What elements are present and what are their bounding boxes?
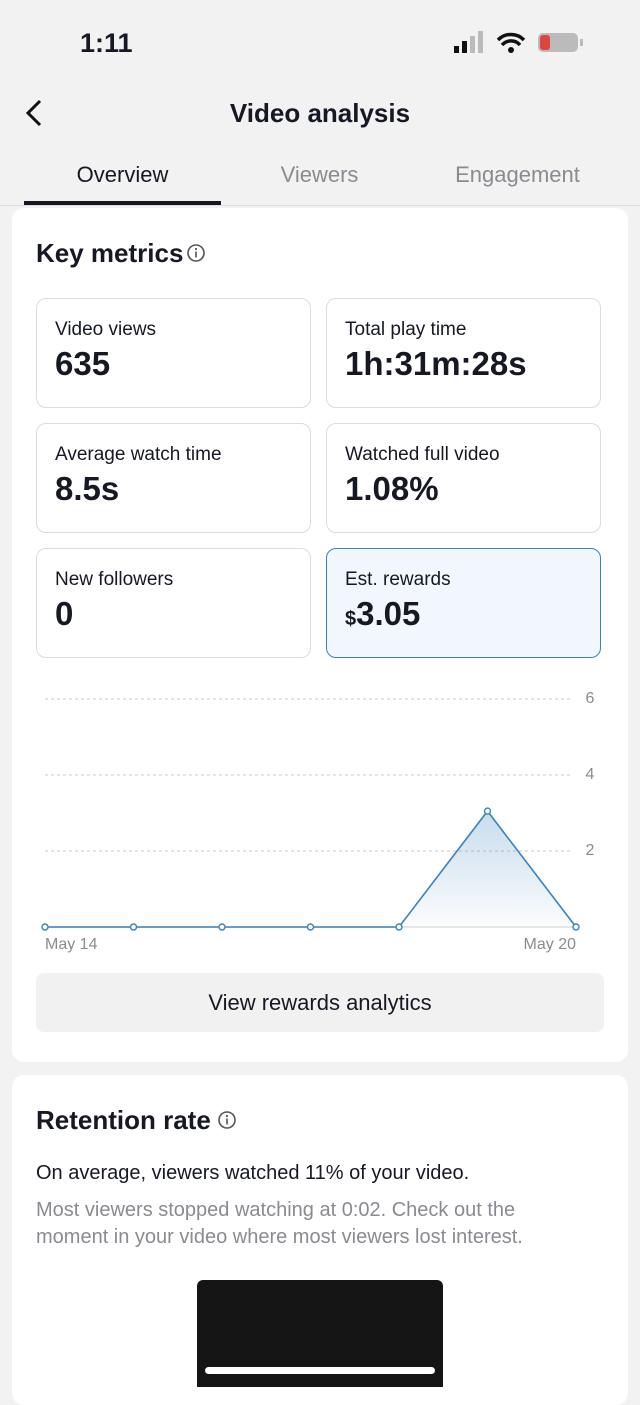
metric-value: 0	[55, 595, 73, 633]
metric-card[interactable]: Est. rewards $3.05	[326, 548, 601, 658]
value: 8.5s	[55, 470, 120, 507]
metric-label: Video views	[55, 319, 157, 340]
value: 1.08%	[345, 470, 439, 507]
section-title: Key metrics	[36, 238, 184, 268]
section-title: Retention rate	[36, 1105, 211, 1135]
divider	[0, 205, 640, 206]
metric-value: 8.5s	[55, 470, 119, 508]
metric-value: 635	[55, 345, 110, 383]
x-tick-label: May 20	[524, 936, 577, 953]
point	[395, 923, 403, 931]
retention-summary: On average, viewers watched 11% of your …	[36, 1162, 470, 1184]
x-tick-label: May 14	[45, 936, 98, 953]
metric-card[interactable]: Average watch time 8.5s	[36, 423, 311, 533]
area	[45, 811, 576, 927]
value: 1h:31m:28s	[345, 345, 527, 382]
tab-indicator	[24, 201, 221, 205]
metric-card[interactable]: Watched full video 1.08%	[326, 423, 601, 533]
metric-value: $3.05	[345, 595, 420, 633]
value: 0	[55, 595, 74, 632]
point	[572, 923, 580, 931]
status-time: 1:11	[80, 28, 133, 58]
top-bar	[0, 0, 640, 206]
point	[306, 923, 315, 931]
value: 635	[55, 345, 111, 382]
status-icons	[454, 31, 583, 53]
metric-card[interactable]: Total play time 1h:31m:28s	[326, 298, 601, 408]
rewards-button[interactable]: View rewards analytics	[36, 973, 604, 1032]
y-tick-label: 4	[586, 766, 595, 783]
y-tick-label: 6	[586, 690, 595, 707]
metric-label: Average watch time	[55, 444, 222, 465]
rewards-chart: 2 4 6 May 14 May 20	[41, 690, 595, 953]
point	[218, 923, 226, 931]
point	[41, 923, 49, 931]
metric-label: Watched full video	[345, 444, 500, 465]
metric-label: Total play time	[345, 319, 467, 340]
header-title: Video analysis	[229, 98, 411, 128]
back-button[interactable]	[22, 98, 46, 128]
metric-value: 1h:31m:28s	[345, 345, 527, 383]
metric-value: 1.08%	[345, 470, 439, 508]
metric-label: New followers	[55, 569, 174, 590]
point	[129, 923, 138, 931]
tab[interactable]: Engagement	[455, 162, 580, 187]
info-icon[interactable]	[217, 1110, 239, 1132]
info-icon[interactable]	[186, 243, 208, 265]
home-indicator	[205, 1367, 435, 1374]
metric-card[interactable]: New followers 0	[36, 548, 311, 658]
metric-card[interactable]: Video views 635	[36, 298, 311, 408]
point	[483, 807, 492, 815]
metric-label: Est. rewards	[345, 569, 451, 590]
y-tick-label: 2	[586, 842, 595, 859]
tab[interactable]: Overview	[76, 162, 169, 187]
value: 3.05	[356, 595, 421, 632]
retention-detail: Most viewers stopped watching at 0:02. C…	[36, 1199, 523, 1248]
currency: $	[345, 608, 357, 630]
tab[interactable]: Viewers	[280, 162, 359, 187]
